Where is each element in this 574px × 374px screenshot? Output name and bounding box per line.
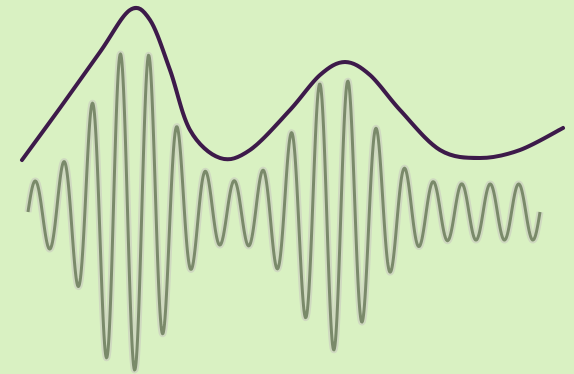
carrier-wave — [26, 52, 542, 372]
envelope-curve — [20, 5, 565, 162]
